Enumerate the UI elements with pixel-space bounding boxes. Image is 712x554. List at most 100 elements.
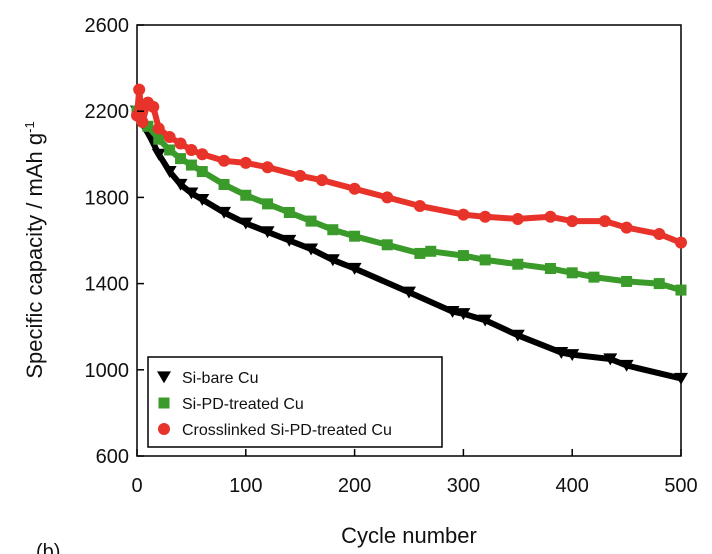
data-point	[218, 154, 231, 167]
data-point	[304, 243, 319, 256]
data-point	[163, 131, 176, 144]
data-point	[184, 187, 199, 200]
legend-marker	[158, 423, 170, 435]
data-point	[402, 286, 416, 299]
data-point	[239, 156, 252, 169]
legend-label: Si-PD-treated Cu	[182, 396, 304, 413]
data-point	[588, 271, 600, 283]
y-tick-label: 2200	[85, 101, 130, 123]
series-square	[131, 105, 687, 296]
legend-label: Crosslinked Si-PD-treated Cu	[182, 422, 392, 439]
legend-box	[147, 356, 443, 448]
data-point	[153, 133, 165, 145]
data-point	[217, 206, 232, 219]
x-axis: 0 100 200 300 400 500	[131, 449, 698, 497]
series-triangle-down	[130, 105, 688, 385]
data-point	[674, 372, 688, 385]
series-circle	[131, 83, 687, 249]
y-axis-title-superscript: -1	[22, 121, 37, 133]
data-point	[325, 254, 340, 267]
x-axis-title: Cycle number	[341, 523, 477, 548]
data-point	[142, 120, 154, 132]
data-point	[238, 217, 253, 230]
data-point	[445, 306, 460, 318]
y-tick-label: 2600	[85, 15, 130, 37]
data-point	[136, 115, 149, 128]
data-point	[621, 275, 633, 287]
data-point	[218, 178, 230, 190]
data-point	[349, 230, 361, 242]
data-point	[173, 178, 188, 191]
data-point	[185, 159, 197, 171]
data-point	[653, 278, 665, 290]
data-point	[151, 148, 166, 161]
y-axis-title: Specific capacity / mAh g-1	[22, 121, 47, 378]
data-point	[133, 83, 146, 96]
data-point	[381, 239, 393, 251]
y-axis: 600 1000 1400 1800 2200 2600	[85, 15, 144, 468]
legend-marker	[158, 397, 170, 409]
data-point	[282, 234, 297, 247]
data-point	[544, 263, 556, 275]
data-point	[479, 210, 492, 223]
x-tick-label: 400	[556, 475, 589, 497]
data-point	[565, 349, 580, 362]
data-point	[174, 137, 187, 150]
data-point	[511, 212, 524, 225]
data-point	[598, 215, 611, 228]
data-point	[305, 215, 317, 227]
data-point	[554, 346, 569, 359]
data-point	[512, 258, 524, 270]
y-axis-title-main: Specific capacity / mAh g	[22, 133, 47, 379]
data-point	[675, 284, 687, 296]
series-layer	[130, 83, 688, 385]
data-point	[566, 215, 579, 228]
data-point	[261, 161, 274, 174]
data-point	[260, 226, 275, 239]
data-point	[327, 224, 339, 236]
data-point	[240, 189, 252, 201]
data-point	[457, 250, 469, 262]
y-tick-label: 1400	[85, 274, 130, 296]
data-point	[195, 193, 210, 206]
data-point	[381, 191, 394, 204]
data-point	[347, 262, 362, 275]
x-tick-label: 200	[338, 475, 371, 497]
plot-area	[130, 24, 688, 457]
data-point	[619, 359, 634, 372]
data-point	[147, 100, 160, 113]
data-point	[315, 174, 328, 187]
data-point	[456, 308, 471, 321]
data-point	[544, 210, 557, 223]
data-point	[566, 267, 578, 279]
data-point	[425, 245, 437, 257]
data-point	[457, 208, 470, 221]
x-tick-label: 0	[131, 475, 142, 497]
data-point	[413, 200, 426, 213]
data-point	[164, 144, 176, 156]
data-point	[348, 182, 361, 195]
data-point	[414, 247, 426, 259]
x-tick-label: 500	[664, 475, 697, 497]
y-tick-label: 1800	[85, 187, 130, 209]
data-point	[185, 143, 198, 156]
data-point	[603, 353, 618, 366]
legend-marker	[157, 371, 171, 384]
panel-label: (b)	[36, 541, 60, 554]
data-point	[675, 236, 687, 249]
data-point	[175, 153, 187, 165]
data-point	[152, 122, 165, 135]
data-point	[478, 314, 493, 327]
data-point	[653, 228, 666, 241]
data-point	[620, 221, 633, 234]
legend-label: Si-bare Cu	[182, 370, 258, 387]
x-tick-label: 300	[447, 475, 480, 497]
data-point	[262, 198, 274, 210]
data-point	[196, 166, 208, 178]
data-point	[196, 148, 209, 161]
data-point	[294, 169, 307, 182]
data-point	[283, 206, 295, 218]
data-point	[479, 254, 491, 266]
data-point	[162, 165, 177, 178]
